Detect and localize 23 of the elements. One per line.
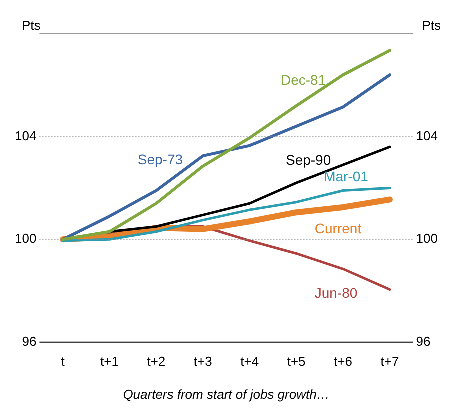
y-tick-label: 96: [22, 334, 37, 349]
y-axis-title: Pts: [22, 18, 42, 33]
series-label: Jun-80: [314, 285, 358, 302]
y2-axis-title: Pts: [422, 18, 442, 33]
series-label: Mar-01: [324, 168, 369, 185]
y2-tick-label: 96: [416, 334, 431, 349]
y2-tick-label: 100: [416, 231, 438, 246]
x-tick-label: t+1: [100, 354, 119, 369]
series-label: Sep-90: [286, 152, 332, 168]
y-tick-label: 104: [14, 128, 37, 144]
series-label: Dec-81: [280, 72, 326, 88]
x-tick-label: t+7: [380, 354, 400, 369]
series-label: Current: [314, 220, 362, 236]
series-label: Sep-73: [138, 152, 184, 168]
x-tick-label: t+5: [287, 354, 306, 369]
y-tick-label: 100: [14, 231, 37, 246]
x-axis-title: Quarters from start of jobs growth…: [123, 387, 330, 402]
x-tick-label: t: [61, 354, 66, 369]
x-tick-label: t+3: [194, 354, 212, 369]
y2-tick-label: 104: [416, 128, 438, 144]
x-tick-label: t+2: [147, 354, 166, 369]
x-tick-label: t+4: [240, 354, 260, 369]
x-tick-label: t+6: [334, 354, 352, 369]
